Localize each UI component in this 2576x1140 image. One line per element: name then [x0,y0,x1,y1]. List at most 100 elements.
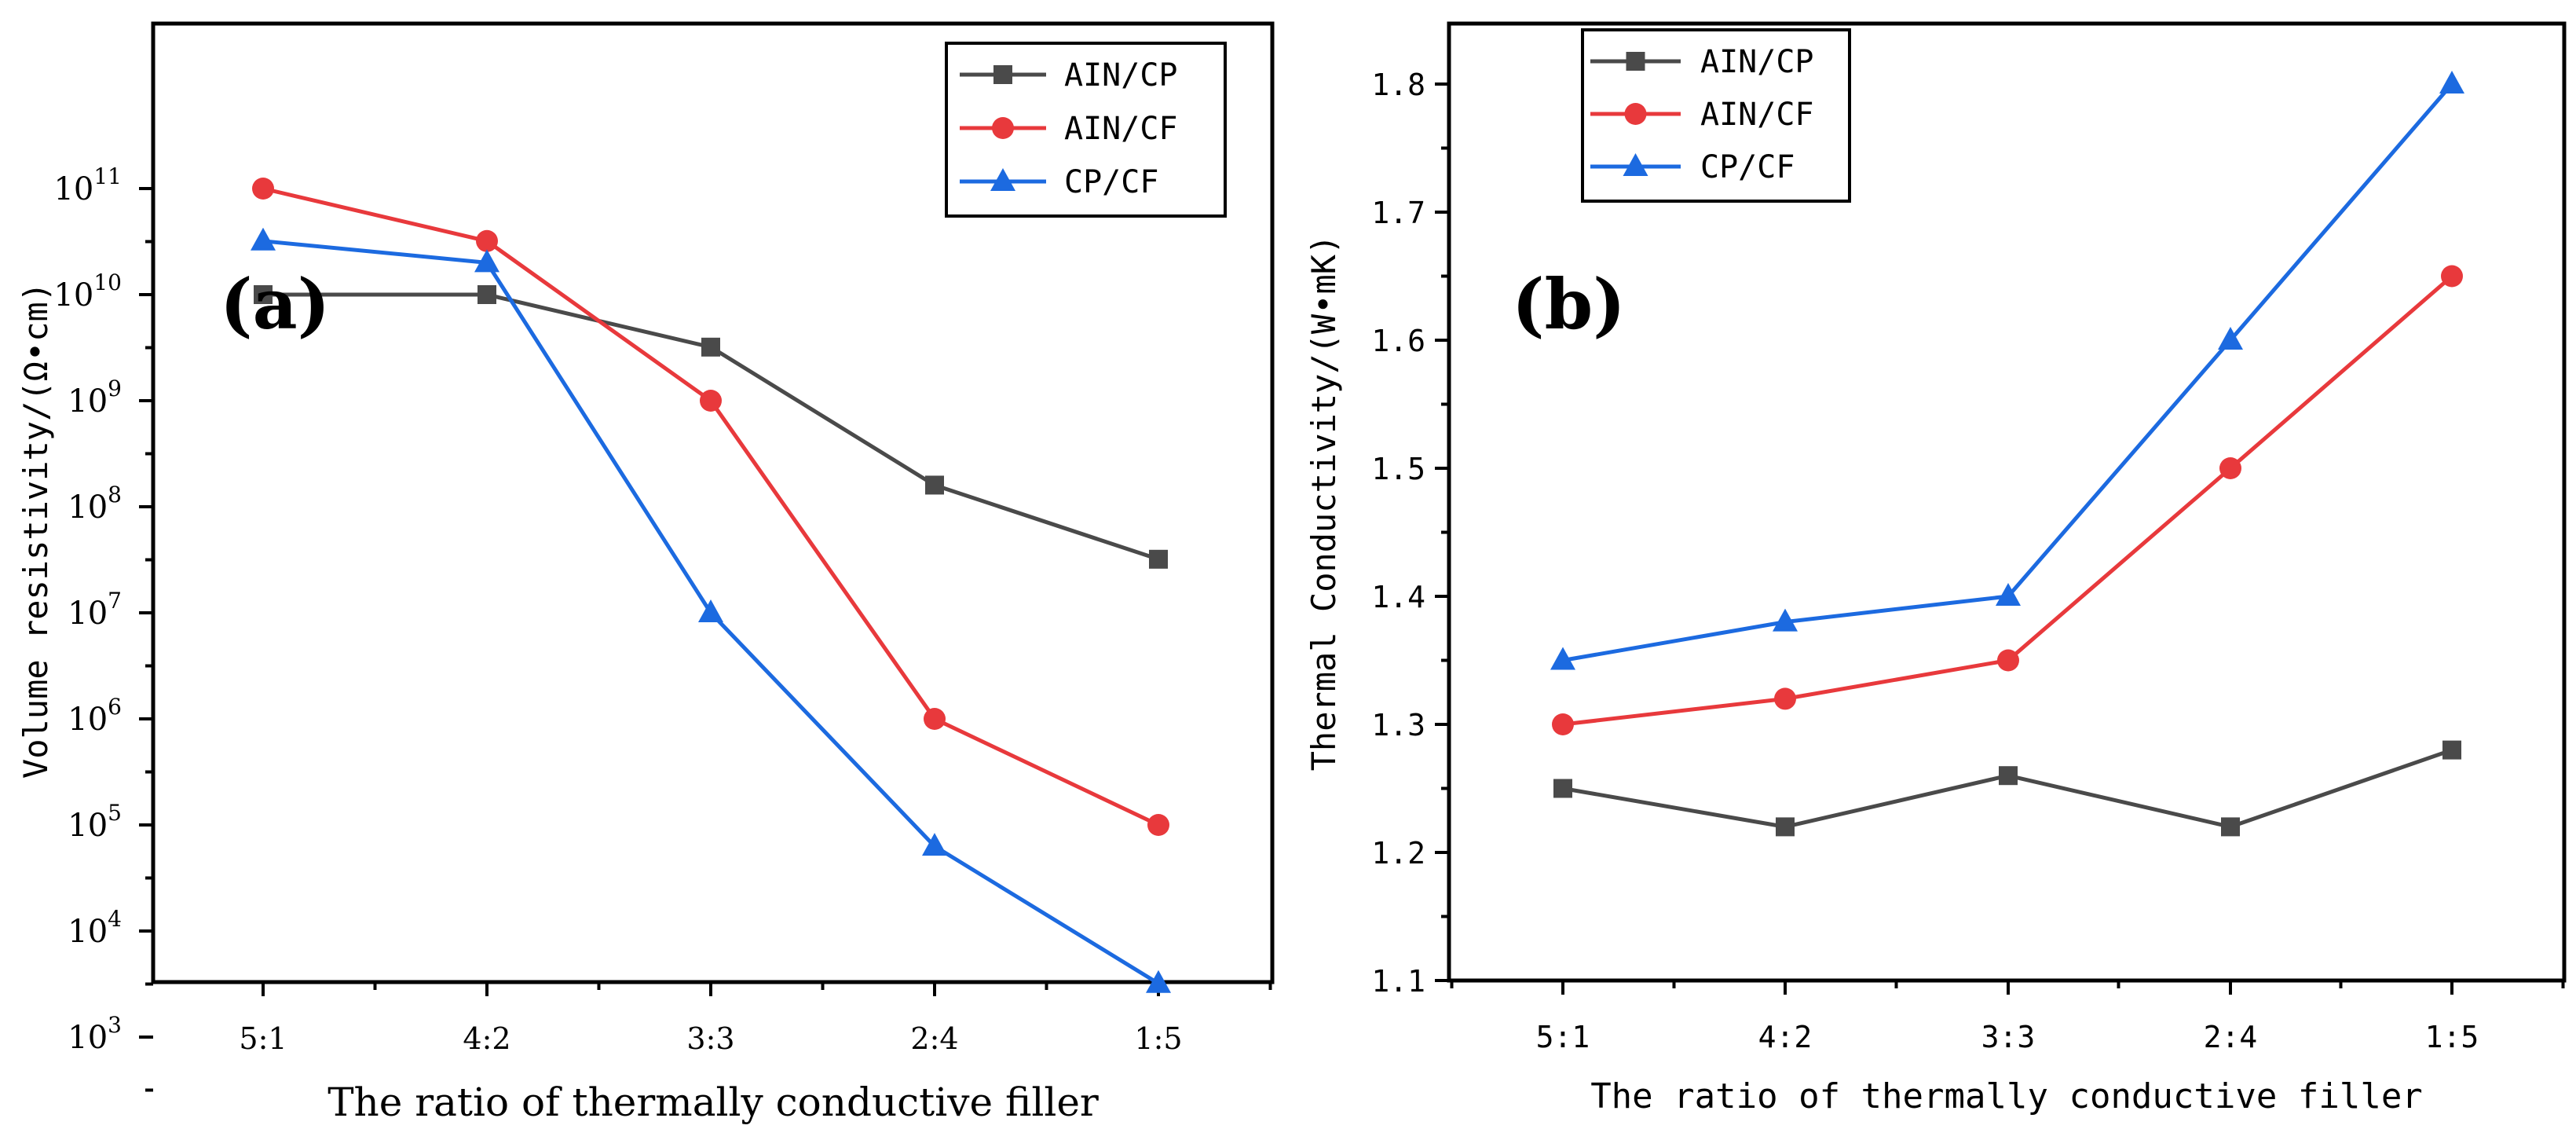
y-tick-exponent: 6 [108,694,122,720]
y-tick-exponent: 5 [108,800,122,826]
series-line [1562,748,2453,829]
data-point [925,475,944,495]
legend-marker [990,168,1015,191]
series-ain-cf [1552,265,2463,735]
panel-label: (a) [220,263,330,345]
data-point [251,227,276,251]
data-point [924,708,946,730]
y-tick-label: 103 [68,1012,122,1056]
data-point [474,249,499,273]
data-point [2219,457,2241,479]
x-tick-label: 3:3 [686,1021,734,1056]
data-point [478,285,496,304]
y-tick-exponent: 7 [108,588,122,614]
data-point [1774,687,1796,710]
y-tick-label: 1.5 [1371,452,1425,486]
x-axis-label: The ratio of thermally conductive filler [327,1080,1099,1125]
x-tick-label: 5:1 [1536,1020,1590,1054]
series-cp-cf [251,227,1171,993]
x-axis-label: The ratio of thermally conductive filler [1590,1076,2423,1116]
y-tick-label: 106 [68,694,122,738]
data-point [252,178,274,200]
y-axis-label: Volume resistivity/(Ω•cm) [16,282,55,779]
y-tick-label: 1011 [53,163,122,207]
x-tick-label: 1:5 [2425,1020,2479,1054]
x-tick-label: 4:2 [463,1021,510,1056]
y-tick-base: 10 [53,277,93,313]
y-tick-base: 10 [68,596,108,632]
legend-label: AIN/CP [1064,57,1178,93]
y-tick-label: 107 [68,588,122,632]
x-tick-label: 3:3 [1981,1020,2036,1054]
data-point [1553,779,1572,798]
legend: AIN/CP AIN/CF CP/CF [1581,28,1851,203]
data-point [1776,817,1795,837]
data-point [1552,713,1574,735]
y-tick-base: 10 [68,1020,108,1056]
legend: AIN/CP AIN/CF CP/CF [945,42,1227,218]
y-tick-label: 1.3 [1371,708,1425,742]
series-line [263,292,1159,562]
x-tick-label: 4:2 [1758,1020,1813,1054]
data-point [698,599,723,622]
legend-marker [1626,52,1645,71]
y-tick-label: 105 [68,800,122,844]
y-tick-base: 10 [68,914,108,950]
data-point [1149,549,1168,569]
data-point [2439,71,2464,93]
data-point [476,229,498,252]
data-point [922,833,947,856]
y-tick-label: 104 [68,906,122,950]
x-tick-label: 5:1 [239,1021,287,1056]
data-point [1999,766,2018,786]
data-point [2218,327,2243,350]
legend-label: AIN/CF [1700,97,1814,133]
y-tick-base: 10 [68,489,108,526]
y-tick-exponent: 9 [108,376,122,401]
y-tick-base: 10 [68,383,108,420]
legend-label: AIN/CP [1700,44,1814,80]
y-tick-label: 109 [68,376,122,420]
y-tick-label: 1.6 [1371,324,1425,358]
x-tick-label: 1:5 [1134,1021,1182,1056]
legend-label: CP/CF [1064,164,1158,200]
y-tick-exponent: 10 [93,269,122,295]
y-tick-exponent: 8 [108,482,122,508]
x-tick-label: 2:4 [910,1021,958,1056]
y-tick-base: 10 [53,171,93,207]
x-tick-label: 2:4 [2204,1020,2258,1054]
y-tick-label: 1.7 [1371,196,1425,230]
y-tick-label: 1.1 [1371,964,1425,999]
legend-label: CP/CF [1700,149,1795,185]
series-cp-cf [1550,71,2464,670]
legend-label: AIN/CF [1064,111,1178,147]
y-tick-base: 10 [68,702,108,738]
y-axis-label: Thermal Conductivity/(W•mK) [1304,235,1343,772]
legend-marker [1624,103,1647,125]
y-tick-label: 1.4 [1371,580,1425,614]
legend-marker [992,117,1014,139]
y-tick-label: 108 [68,482,122,526]
data-point [1146,970,1171,993]
data-point [2221,817,2240,837]
series-ain-cp [254,285,1168,569]
chart-panel-b: 1.1 1.2 1.3 1.4 1.5 1.6 1.7 1.8 5:1 4:2 3:3 2:4 1:5 A… [1304,21,2567,1116]
data-point [1996,583,2021,606]
y-tick-label: 1010 [53,269,122,313]
data-point [1773,608,1798,632]
legend-marker [1623,153,1648,176]
legend-marker [993,65,1012,84]
data-point [1550,647,1575,670]
y-tick-base: 10 [68,808,108,844]
data-point [1997,649,2019,672]
y-tick-exponent: 3 [108,1012,122,1038]
data-point [2442,740,2461,760]
panel-label: (b) [1512,263,1626,345]
data-point [700,390,722,412]
series-line [262,186,1160,827]
data-point [1147,814,1169,836]
data-point [254,285,273,304]
y-tick-label: 1.2 [1371,836,1425,871]
y-tick-exponent: 11 [93,163,122,189]
